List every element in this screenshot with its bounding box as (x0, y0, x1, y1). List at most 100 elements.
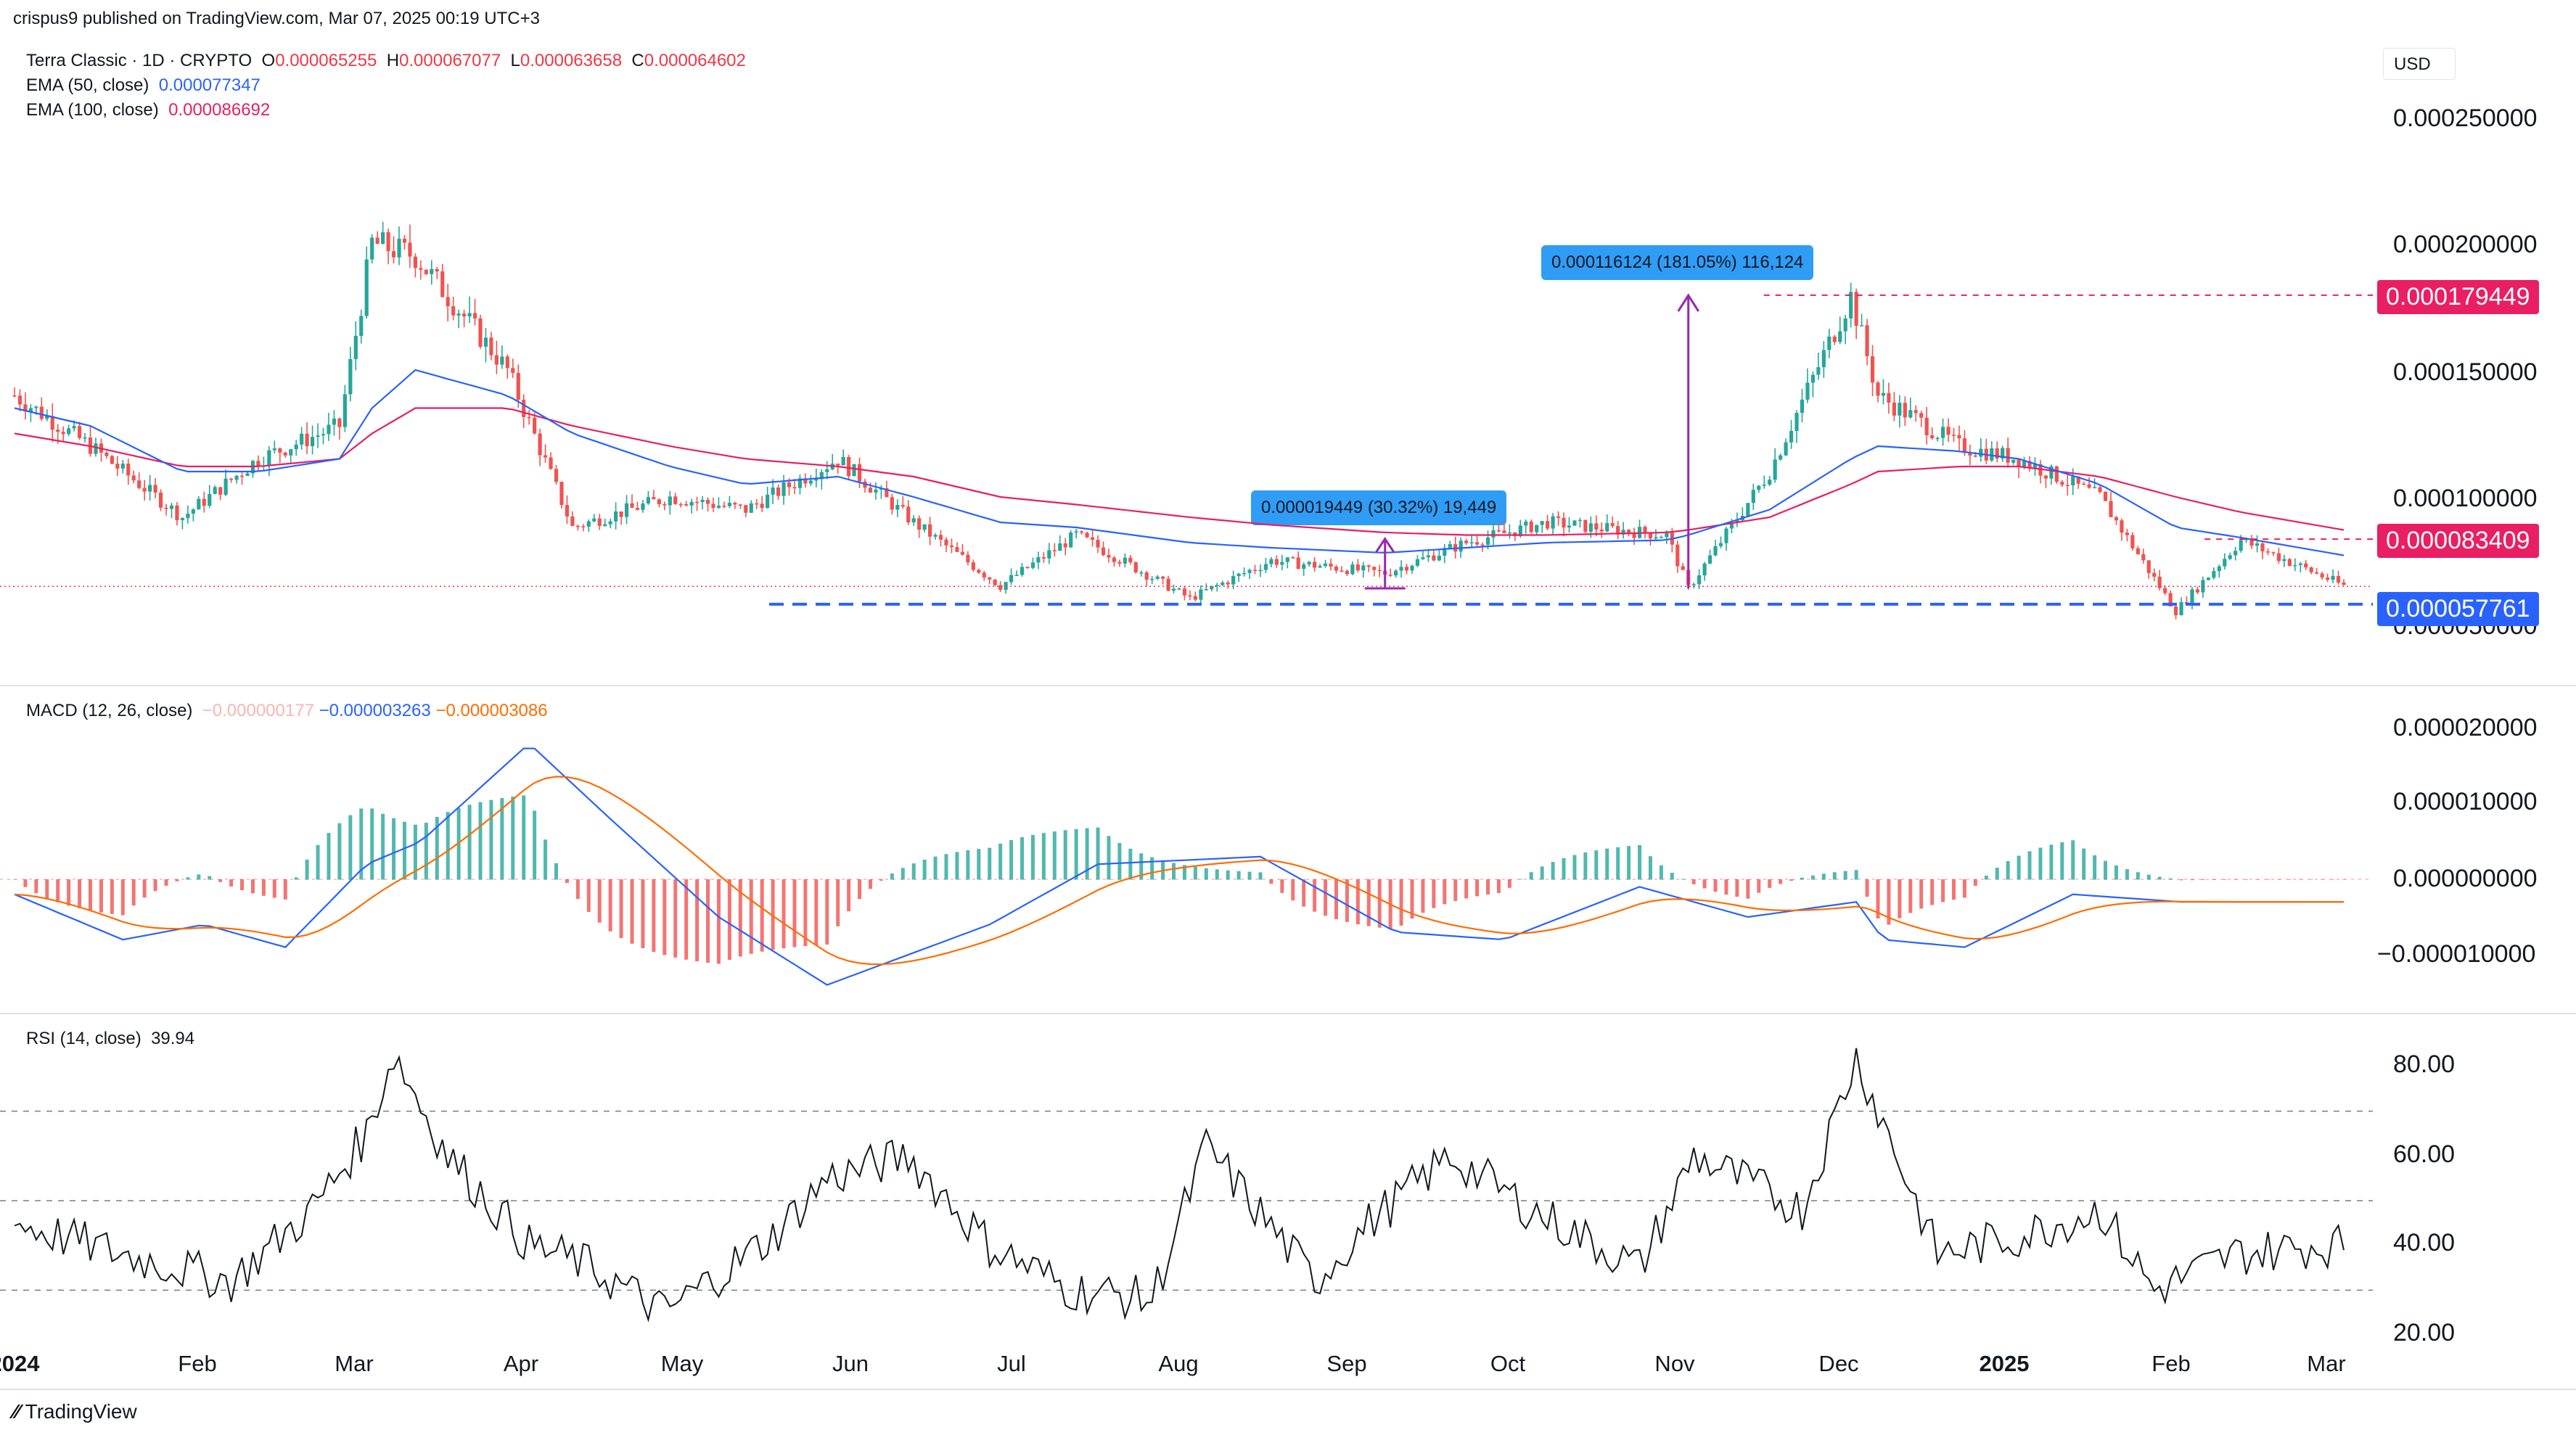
candle-body (2027, 461, 2032, 469)
candle-body (1513, 532, 1517, 536)
macd-hist-bar (1962, 879, 1966, 898)
rsi-tick: 60.00 (2393, 1140, 2456, 1168)
macd-legend[interactable]: MACD (12, 26, close) −0.000000177 −0.000… (26, 701, 548, 721)
month-label: Sep (1326, 1351, 1367, 1376)
candle-body (668, 496, 672, 506)
candle-body (45, 416, 49, 419)
macd-hist-bar (652, 879, 656, 953)
macd-hist-bar (1399, 879, 1403, 926)
macd-hist-bar (1627, 846, 1631, 880)
macd-signal-value: −0.000003086 (435, 701, 548, 720)
candle-body (2234, 551, 2238, 556)
candle-body (1350, 564, 1355, 575)
macd-hist-bar (229, 879, 234, 887)
candle-body (933, 535, 938, 537)
candle-body (1578, 519, 1583, 522)
candle-body (218, 487, 223, 495)
candle-body (397, 239, 401, 258)
candle-body (852, 464, 856, 477)
candle-body (1161, 576, 1165, 579)
macd-hist-bar (208, 876, 212, 880)
measure-label-big[interactable]: 0.000116124 (181.05%) 116,124 (1541, 245, 1814, 280)
macd-hist-bar (2255, 879, 2260, 880)
rsi-value: 39.94 (151, 1029, 195, 1048)
candle-body (1860, 325, 1864, 326)
candle-body (755, 503, 759, 505)
candle-body (1080, 531, 1084, 533)
month-label: Jul (997, 1351, 1026, 1376)
candle-body (17, 395, 22, 405)
macd-hist-bar (868, 879, 872, 889)
macd-hist-bar (782, 879, 786, 949)
ema50-legend[interactable]: EMA (50, close) 0.000077347 (26, 75, 261, 96)
macd-hist-bar (1638, 844, 1642, 880)
candle-body (1789, 431, 1794, 443)
candle-body (370, 237, 374, 260)
macd-signal-line (14, 776, 2344, 966)
macd-hist-bar (2049, 844, 2054, 880)
month-label: Mar (335, 1351, 374, 1376)
measure-label-small[interactable]: 0.000019449 (30.32%) 19,449 (1251, 490, 1507, 525)
candle-body (592, 518, 596, 522)
panel-separator[interactable] (0, 1013, 2576, 1014)
candle-body (549, 457, 553, 469)
macd-value: −0.000003263 (319, 701, 431, 720)
macd-hist-bar (467, 805, 472, 880)
candle-body (472, 313, 477, 318)
macd-hist-bar (305, 859, 309, 880)
macd-hist-bar (1258, 872, 1263, 880)
macd-hist-bar (1507, 879, 1511, 888)
candle-body (2282, 559, 2286, 562)
candle-body (1627, 530, 1631, 533)
macd-hist-bar (1280, 879, 1284, 893)
candle-body (186, 514, 190, 519)
macd-hist-bar (879, 879, 883, 881)
candle-body (164, 507, 168, 509)
macd-hist-bar (1984, 876, 1988, 880)
candle-body (657, 499, 661, 504)
ema100-legend[interactable]: EMA (100, close) 0.000086692 (26, 100, 270, 120)
macd-hist-bar (858, 879, 862, 900)
macd-hist-bar (34, 879, 38, 894)
macd-hist-bar (814, 879, 819, 945)
macd-hist-bar (2017, 855, 2021, 880)
macd-hist-bar (424, 823, 428, 880)
candle-body (120, 464, 125, 469)
candle-body (83, 437, 87, 439)
rsi-legend[interactable]: RSI (14, close) 39.94 (26, 1029, 194, 1049)
candle-body (131, 475, 136, 481)
macd-hist-bar (283, 879, 287, 900)
candle-body (1805, 382, 1810, 400)
candle-body (1252, 570, 1258, 572)
macd-hist-bar (186, 877, 190, 880)
candle-body (1123, 557, 1127, 564)
candle-body (267, 450, 271, 466)
candle-body (1210, 585, 1214, 590)
macd-hist-bar (2190, 879, 2194, 881)
candle-body (110, 456, 114, 464)
panel-separator[interactable] (0, 685, 2576, 686)
candle-body (955, 547, 959, 552)
candle-body (2190, 589, 2194, 604)
candle-body (787, 482, 792, 488)
macd-hist-bar (1324, 879, 1328, 916)
currency-button[interactable]: USD (2383, 48, 2456, 80)
candle-body (2217, 566, 2221, 572)
macd-hist-bar (1887, 879, 1891, 925)
macd-hist-bar (1421, 879, 1425, 913)
candle-body (1069, 533, 1073, 548)
candle-body (2326, 577, 2330, 580)
candle-body (928, 524, 932, 537)
macd-hist-bar (792, 879, 797, 947)
macd-hist-bar (2136, 872, 2140, 880)
candle-body (1935, 437, 1940, 440)
candle-body (72, 426, 76, 429)
candle-body (586, 521, 591, 527)
macd-hist-bar (2157, 876, 2162, 880)
macd-hist-bar (120, 879, 125, 916)
macd-hist-bar (2038, 847, 2043, 880)
macd-hist-bar (218, 879, 223, 882)
macd-hist-bar (2060, 842, 2064, 880)
candle-body (2320, 573, 2324, 578)
